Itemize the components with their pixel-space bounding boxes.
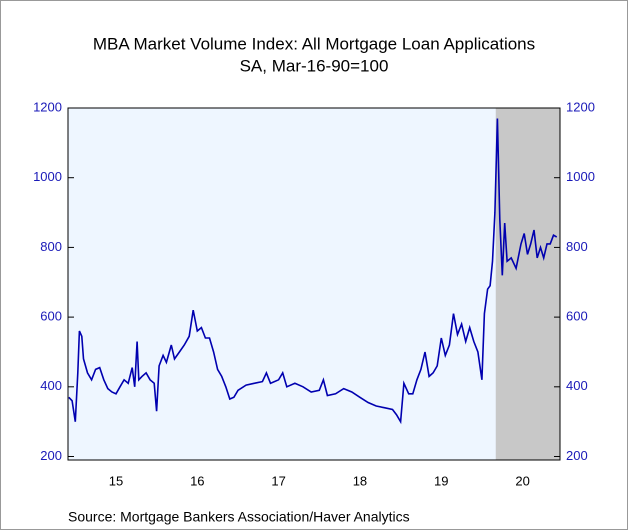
x-tick-label: 19 [434,473,448,488]
plot-border [67,107,561,461]
y-tick-label: 800 [40,239,62,254]
y-tick-label: 400 [40,378,62,393]
line-series [68,118,558,425]
y-tick-label: 1200 [33,99,62,114]
y-tick-label: 200 [40,448,62,463]
y2-tick-label: 200 [566,448,588,463]
x-tick-label: 17 [271,473,285,488]
source: Source: Mortgage Bankers Association/Hav… [68,509,410,525]
y2-tick-label: 400 [566,378,588,393]
chart-subtitle: SA, Mar-16-90=100 [240,56,389,75]
y2-tick-label: 1200 [566,99,595,114]
y2-tick-label: 600 [566,309,588,324]
x-tick-label: 18 [353,473,367,488]
y-tick-label: 1000 [33,169,62,184]
y-tick-label: 600 [40,309,62,324]
plot-area [68,108,560,460]
x-tick-label: 20 [515,473,529,488]
x-tick-label: 16 [190,473,204,488]
chart-title: MBA Market Volume Index: All Mortgage Lo… [93,34,535,53]
recession-shade [495,108,560,460]
x-tick-label: 15 [109,473,123,488]
y2-tick-label: 1000 [566,169,595,184]
y2-tick-label: 800 [566,239,588,254]
